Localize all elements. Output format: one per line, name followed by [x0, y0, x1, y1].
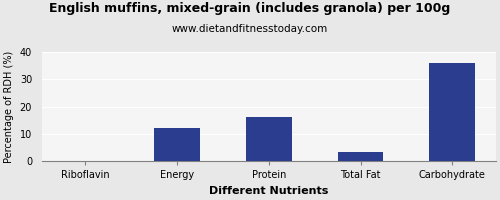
Text: English muffins, mixed-grain (includes granola) per 100g: English muffins, mixed-grain (includes g… — [50, 2, 450, 15]
Bar — [338, 152, 384, 161]
Bar — [430, 63, 475, 161]
Text: www.dietandfitnesstoday.com: www.dietandfitnesstoday.com — [172, 24, 328, 34]
Y-axis label: Percentage of RDH (%): Percentage of RDH (%) — [4, 51, 14, 163]
Bar — [154, 128, 200, 161]
X-axis label: Different Nutrients: Different Nutrients — [209, 186, 328, 196]
Bar — [246, 117, 292, 161]
